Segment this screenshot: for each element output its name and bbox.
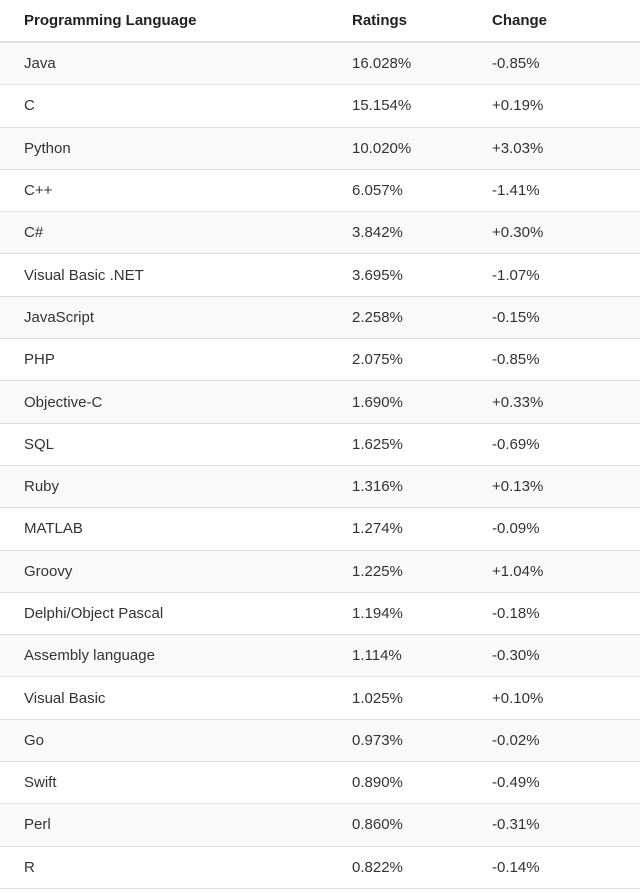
- language-cell: Ruby: [0, 465, 352, 509]
- header-change: Change: [492, 0, 640, 43]
- language-cell: SQL: [0, 423, 352, 466]
- table-body: Java 16.028% -0.85% C 15.154% +0.19% Python 10.…: [0, 42, 640, 889]
- table-row: C 15.154% +0.19%: [0, 84, 640, 128]
- table-row: R 0.822% -0.14%: [0, 846, 640, 889]
- rating-cell: 0.860%: [352, 803, 492, 847]
- language-cell: Perl: [0, 803, 352, 847]
- table-row: Visual Basic .NET 3.695% -1.07%: [0, 253, 640, 297]
- table-row: Perl 0.860% -0.31%: [0, 803, 640, 847]
- table-row: JavaScript 2.258% -0.15%: [0, 296, 640, 340]
- change-cell: -0.69%: [492, 423, 640, 466]
- change-cell: -1.41%: [492, 169, 640, 213]
- rating-cell: 10.020%: [352, 127, 492, 170]
- change-cell: +3.03%: [492, 127, 640, 170]
- language-cell: Python: [0, 127, 352, 170]
- language-cell: Swift: [0, 761, 352, 805]
- table-row: MATLAB 1.274% -0.09%: [0, 507, 640, 551]
- rating-cell: 0.822%: [352, 846, 492, 889]
- table-row: Objective-C 1.690% +0.33%: [0, 380, 640, 424]
- table-row: Go 0.973% -0.02%: [0, 719, 640, 763]
- rating-cell: 3.695%: [352, 253, 492, 297]
- change-cell: +1.04%: [492, 550, 640, 593]
- header-ratings: Ratings: [352, 0, 492, 43]
- change-cell: -0.30%: [492, 634, 640, 678]
- rating-cell: 0.890%: [352, 761, 492, 805]
- change-cell: -0.09%: [492, 507, 640, 551]
- rating-cell: 1.625%: [352, 423, 492, 466]
- language-cell: MATLAB: [0, 507, 352, 551]
- change-cell: +0.13%: [492, 465, 640, 509]
- table-row: Assembly language 1.114% -0.30%: [0, 634, 640, 678]
- rating-cell: 16.028%: [352, 42, 492, 86]
- rating-cell: 1.114%: [352, 634, 492, 678]
- language-cell: C: [0, 84, 352, 128]
- change-cell: -1.07%: [492, 253, 640, 297]
- table-row: Ruby 1.316% +0.13%: [0, 465, 640, 509]
- language-cell: Go: [0, 719, 352, 763]
- header-row: Programming Language Ratings Change: [0, 0, 640, 43]
- table-row: Visual Basic 1.025% +0.10%: [0, 676, 640, 720]
- language-cell: PHP: [0, 338, 352, 382]
- rating-cell: 0.973%: [352, 719, 492, 763]
- rating-cell: 1.225%: [352, 550, 492, 593]
- language-cell: Objective-C: [0, 380, 352, 424]
- language-cell: Java: [0, 42, 352, 86]
- language-cell: Delphi/Object Pascal: [0, 592, 352, 636]
- table-row: Python 10.020% +3.03%: [0, 127, 640, 170]
- table-row: C# 3.842% +0.30%: [0, 211, 640, 255]
- change-cell: -0.15%: [492, 296, 640, 340]
- table-row: C++ 6.057% -1.41%: [0, 169, 640, 213]
- language-cell: Visual Basic .NET: [0, 253, 352, 297]
- change-cell: -0.85%: [492, 338, 640, 382]
- rating-cell: 1.274%: [352, 507, 492, 551]
- rating-cell: 1.194%: [352, 592, 492, 636]
- change-cell: -0.85%: [492, 42, 640, 86]
- language-cell: C++: [0, 169, 352, 213]
- language-cell: Visual Basic: [0, 676, 352, 720]
- language-cell: Assembly language: [0, 634, 352, 678]
- language-cell: JavaScript: [0, 296, 352, 340]
- rating-cell: 3.842%: [352, 211, 492, 255]
- change-cell: +0.30%: [492, 211, 640, 255]
- rating-cell: 1.690%: [352, 380, 492, 424]
- table-row: Java 16.028% -0.85%: [0, 42, 640, 86]
- change-cell: -0.31%: [492, 803, 640, 847]
- change-cell: -0.49%: [492, 761, 640, 805]
- table-row: SQL 1.625% -0.69%: [0, 423, 640, 466]
- table-row: Groovy 1.225% +1.04%: [0, 550, 640, 593]
- rating-cell: 1.316%: [352, 465, 492, 509]
- change-cell: +0.10%: [492, 676, 640, 720]
- rating-cell: 15.154%: [352, 84, 492, 128]
- rating-cell: 2.075%: [352, 338, 492, 382]
- change-cell: +0.33%: [492, 380, 640, 424]
- rating-cell: 6.057%: [352, 169, 492, 213]
- language-cell: C#: [0, 211, 352, 255]
- change-cell: -0.02%: [492, 719, 640, 763]
- rating-cell: 1.025%: [352, 676, 492, 720]
- table-row: PHP 2.075% -0.85%: [0, 338, 640, 382]
- rating-cell: 2.258%: [352, 296, 492, 340]
- language-cell: Groovy: [0, 550, 352, 593]
- language-cell: R: [0, 846, 352, 889]
- change-cell: +0.19%: [492, 84, 640, 128]
- table-row: Swift 0.890% -0.49%: [0, 761, 640, 805]
- change-cell: -0.14%: [492, 846, 640, 889]
- header-programming-language: Programming Language: [0, 0, 352, 43]
- table-header: Programming Language Ratings Change: [0, 0, 640, 43]
- table-row: Delphi/Object Pascal 1.194% -0.18%: [0, 592, 640, 636]
- change-cell: -0.18%: [492, 592, 640, 636]
